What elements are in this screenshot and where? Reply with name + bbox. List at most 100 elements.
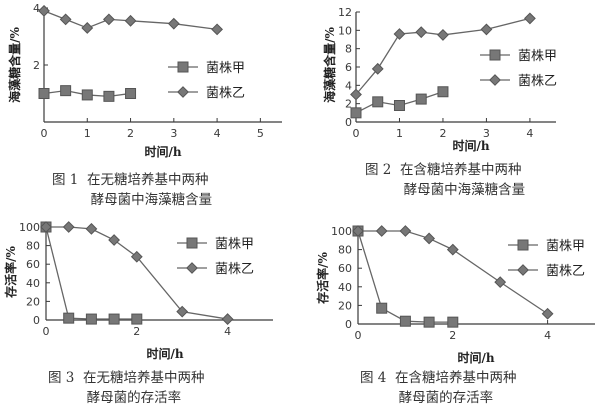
chart-1-y-tick-label: 2	[33, 59, 40, 72]
chart-4-legend-marker	[517, 239, 529, 251]
chart-4-legend-marker	[517, 264, 529, 276]
chart-4-series-2-point	[494, 276, 507, 289]
chart-3-series-1-point	[85, 313, 97, 325]
chart-4-series-2-point	[352, 225, 364, 237]
chart-2-y-tick-label: 8	[345, 43, 352, 56]
chart-3-y-tick-label: 40	[26, 277, 40, 290]
chart-4-series-1-point	[447, 316, 459, 328]
chart-2-series-2-point	[415, 26, 428, 39]
chart-2-y-tick-label: 6	[345, 61, 352, 74]
chart-1-x-tick-label: 3	[170, 127, 177, 140]
chart-3-y-tick-label: 20	[26, 295, 40, 308]
chart-4-y-tick-label: 40	[338, 281, 352, 294]
chart-1-series-2-point	[81, 22, 94, 34]
chart-2-series-2-point	[393, 28, 406, 40]
chart-3-series-1-point	[108, 313, 120, 325]
chart-2-series-2-point	[480, 23, 493, 36]
caption-2-line2: 酵母菌中海藻糖含量	[403, 182, 526, 198]
caption-1-line2: 酵母菌中海藻糖含量	[90, 192, 213, 208]
caption-3-number: 图 3	[48, 370, 75, 386]
chart-4-y-tick-label: 60	[338, 262, 352, 275]
chart-3-series-1-line	[45, 226, 137, 320]
chart-2-legend-label: 菌株乙	[518, 74, 557, 89]
chart-4-series-2-point	[423, 232, 436, 245]
chart-3-series-1-point	[63, 312, 75, 324]
chart-2-legend-marker	[489, 74, 501, 86]
chart-1-legend-label: 菌株乙	[206, 86, 245, 101]
chart-3-x-axis-label: 时间/h	[146, 346, 183, 361]
chart-2-series-1-point	[415, 93, 427, 105]
caption-3-line2: 酵母菌的存活率	[86, 390, 182, 406]
chart-4-series-2-point	[399, 225, 412, 237]
chart-2-y-tick-label: 10	[338, 24, 352, 37]
chart-3-y-tick-label: 0	[33, 314, 40, 327]
chart-3-series-2-point	[40, 221, 52, 233]
chart-1-legend-label: 菌株甲	[206, 61, 245, 76]
chart-3-y-axis-label: 存活率/%	[3, 246, 18, 299]
chart-1-x-tick-label: 2	[127, 127, 134, 140]
chart-1-x-tick-label: 0	[41, 127, 48, 140]
chart-2-y-tick-label: 2	[345, 98, 352, 111]
caption-3-line1: 在无糖培养基中两种	[82, 370, 205, 386]
caption-4-line2: 酵母菌的存活率	[398, 390, 494, 406]
chart-3-legend-marker	[186, 262, 198, 274]
chart-1-series-2-point	[59, 13, 72, 26]
chart-1-x-axis-label: 时间/h	[144, 144, 181, 159]
chart-2-series-2-point	[437, 29, 449, 41]
chart-3-y-tick-label: 80	[26, 240, 40, 253]
chart-3-series-1-point	[131, 313, 143, 325]
chart-4-x-tick-label: 4	[544, 329, 551, 342]
chart-3-series-2-point	[221, 313, 234, 325]
chart-4-series-2-point	[446, 243, 459, 256]
chart-2-x-tick-label: 0	[353, 127, 360, 140]
caption-1-line1: 在无糖培养基中两种	[86, 172, 209, 188]
chart-4-legend-label: 菌株甲	[546, 239, 585, 254]
chart-4-series-2-point	[375, 225, 388, 237]
chart-1-x-tick-label: 5	[257, 127, 264, 140]
chart-2-series-1-point	[437, 86, 449, 98]
chart-1-series-1-point	[60, 85, 72, 97]
chart-1-y-tick-label: 4	[33, 2, 40, 15]
caption-2-line1: 在含糖培养基中两种	[399, 162, 522, 178]
chart-3-series-2-point	[108, 234, 121, 246]
chart-1-series-2-point	[211, 23, 223, 36]
chart-1-legend-marker	[177, 61, 189, 73]
caption-4-number: 图 4	[360, 370, 387, 386]
caption-1-number: 图 1	[52, 172, 79, 188]
chart-1-series-1-point	[38, 88, 50, 99]
chart-2-series-1-point	[393, 100, 405, 111]
chart-4-y-tick-label: 20	[338, 299, 352, 312]
chart-2-series-2-point	[524, 12, 536, 25]
chart-1-series-2-point	[167, 17, 180, 30]
chart-3-y-tick-label: 100	[19, 221, 40, 234]
chart-4-x-tick-label: 0	[355, 329, 362, 342]
chart-4-y-axis-label: 存活率/%	[315, 252, 330, 305]
chart-1-x-tick-label: 1	[84, 127, 91, 140]
chart-3-x-tick-label: 2	[133, 325, 140, 338]
chart-2-x-axis-label: 时间/h	[452, 138, 489, 153]
chart-1-y-axis-label: 海藻糖含量/%	[7, 27, 22, 103]
chart-4-legend-label: 菌株乙	[546, 264, 585, 279]
chart-2-series-2-point	[371, 62, 384, 75]
chart-4-x-axis-label: 时间/h	[457, 350, 494, 365]
chart-2-y-axis-label: 海藻糖含量/%	[322, 27, 337, 103]
chart-2-y-tick-label: 12	[338, 6, 352, 19]
chart-4-y-tick-label: 100	[331, 225, 352, 238]
chart-2-y-tick-label: 0	[345, 116, 352, 129]
chart-1-series-1-point	[81, 89, 93, 101]
chart-2-x-tick-label: 2	[439, 127, 446, 140]
chart-2-series-1-point	[372, 96, 384, 108]
chart-4-series-2-point	[541, 307, 554, 320]
chart-2-series-2-point	[350, 88, 362, 101]
chart-2-y-tick-label: 4	[345, 79, 352, 92]
chart-4-series-1-point	[376, 302, 388, 314]
chart-1-series-2-point	[124, 14, 137, 27]
chart-4-series-1-point	[399, 315, 411, 327]
chart-3-series-2-point	[130, 250, 143, 263]
chart-4-series-1-line	[357, 230, 453, 323]
caption-2: 图 2 在含糖培养基中两种 酵母菌中海藻糖含量	[365, 160, 525, 200]
chart-4-x-tick-label: 2	[449, 329, 456, 342]
chart-3-legend-label: 菌株乙	[215, 262, 254, 277]
chart-1-legend-marker	[177, 86, 189, 98]
caption-2-number: 图 2	[365, 162, 392, 178]
